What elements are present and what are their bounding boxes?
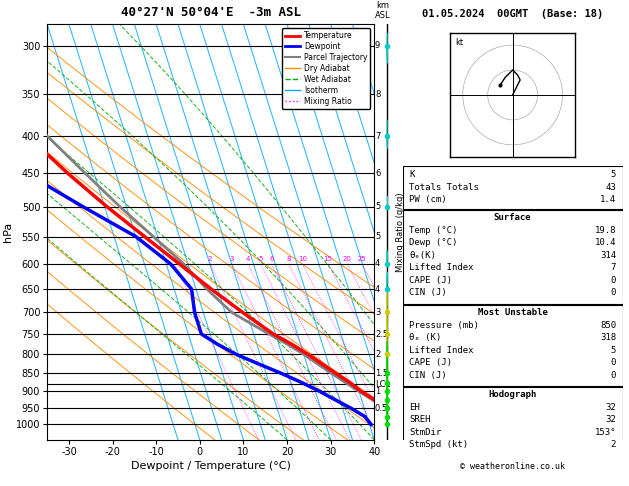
Text: 5: 5 xyxy=(259,256,263,262)
Text: 4: 4 xyxy=(375,260,380,268)
Text: Dewp (°C): Dewp (°C) xyxy=(409,238,457,247)
Text: 3: 3 xyxy=(375,308,381,317)
Text: 2.5: 2.5 xyxy=(375,330,388,339)
Text: 0: 0 xyxy=(611,370,616,380)
Text: 01.05.2024  00GMT  (Base: 18): 01.05.2024 00GMT (Base: 18) xyxy=(422,9,603,19)
Text: 2: 2 xyxy=(375,350,380,359)
Text: 6: 6 xyxy=(269,256,274,262)
Text: 0.5: 0.5 xyxy=(375,404,388,413)
Bar xyxy=(403,166,623,209)
Y-axis label: hPa: hPa xyxy=(3,222,13,242)
Text: Most Unstable: Most Unstable xyxy=(477,308,548,317)
Text: Mixing Ratio (g/kg): Mixing Ratio (g/kg) xyxy=(396,192,404,272)
Text: Pressure (mb): Pressure (mb) xyxy=(409,321,479,330)
Text: 153°: 153° xyxy=(594,428,616,437)
Text: 10.4: 10.4 xyxy=(594,238,616,247)
Text: Lifted Index: Lifted Index xyxy=(409,263,474,272)
Text: 7: 7 xyxy=(375,132,381,141)
Text: kt: kt xyxy=(455,37,464,47)
Text: θₑ (K): θₑ (K) xyxy=(409,333,442,342)
Text: 1.5: 1.5 xyxy=(375,369,388,378)
Text: 8: 8 xyxy=(286,256,291,262)
Text: 5: 5 xyxy=(375,232,380,241)
Text: 3: 3 xyxy=(230,256,234,262)
Text: 314: 314 xyxy=(600,251,616,260)
Text: 1: 1 xyxy=(172,256,177,262)
Text: 4: 4 xyxy=(246,256,250,262)
Text: CAPE (J): CAPE (J) xyxy=(409,358,452,367)
Text: Hodograph: Hodograph xyxy=(489,390,537,399)
Text: 1: 1 xyxy=(375,387,380,396)
X-axis label: Dewpoint / Temperature (°C): Dewpoint / Temperature (°C) xyxy=(131,461,291,471)
Text: 850: 850 xyxy=(600,321,616,330)
Text: 4: 4 xyxy=(375,285,380,294)
Text: 6: 6 xyxy=(375,169,381,178)
Text: 318: 318 xyxy=(600,333,616,342)
Text: 32: 32 xyxy=(605,416,616,424)
Text: 32: 32 xyxy=(605,403,616,412)
Text: 43: 43 xyxy=(605,183,616,192)
Text: 2: 2 xyxy=(611,440,616,450)
Text: 20: 20 xyxy=(343,256,352,262)
Text: Surface: Surface xyxy=(494,213,532,223)
Text: 40°27'N 50°04'E  -3m ASL: 40°27'N 50°04'E -3m ASL xyxy=(121,6,301,19)
Text: K: K xyxy=(409,171,415,179)
Text: 0: 0 xyxy=(611,276,616,285)
Text: © weatheronline.co.uk: © weatheronline.co.uk xyxy=(460,462,565,470)
Text: 15: 15 xyxy=(324,256,333,262)
Text: StmDir: StmDir xyxy=(409,428,442,437)
Bar xyxy=(403,210,623,304)
Text: CAPE (J): CAPE (J) xyxy=(409,276,452,285)
Text: 5: 5 xyxy=(611,171,616,179)
Text: StmSpd (kt): StmSpd (kt) xyxy=(409,440,468,450)
Text: SREH: SREH xyxy=(409,416,431,424)
Text: LCL: LCL xyxy=(375,380,390,389)
Text: Temp (°C): Temp (°C) xyxy=(409,226,457,235)
Text: EH: EH xyxy=(409,403,420,412)
Text: 7: 7 xyxy=(611,263,616,272)
Bar xyxy=(403,305,623,386)
Text: 1.4: 1.4 xyxy=(600,195,616,204)
Text: 5: 5 xyxy=(375,202,380,211)
Text: Lifted Index: Lifted Index xyxy=(409,346,474,355)
Text: 19.8: 19.8 xyxy=(594,226,616,235)
Legend: Temperature, Dewpoint, Parcel Trajectory, Dry Adiabat, Wet Adiabat, Isotherm, Mi: Temperature, Dewpoint, Parcel Trajectory… xyxy=(282,28,370,109)
Text: θₑ(K): θₑ(K) xyxy=(409,251,436,260)
Text: 10: 10 xyxy=(298,256,307,262)
Text: 2: 2 xyxy=(208,256,212,262)
Text: 0: 0 xyxy=(611,358,616,367)
Text: 0: 0 xyxy=(611,288,616,297)
Text: CIN (J): CIN (J) xyxy=(409,370,447,380)
Text: 9: 9 xyxy=(375,41,380,51)
Text: PW (cm): PW (cm) xyxy=(409,195,447,204)
Text: CIN (J): CIN (J) xyxy=(409,288,447,297)
Text: Totals Totals: Totals Totals xyxy=(409,183,479,192)
Text: km
ASL: km ASL xyxy=(375,1,391,20)
Text: 8: 8 xyxy=(375,90,381,99)
Text: 5: 5 xyxy=(611,346,616,355)
Text: 25: 25 xyxy=(357,256,366,262)
Bar xyxy=(403,387,623,456)
